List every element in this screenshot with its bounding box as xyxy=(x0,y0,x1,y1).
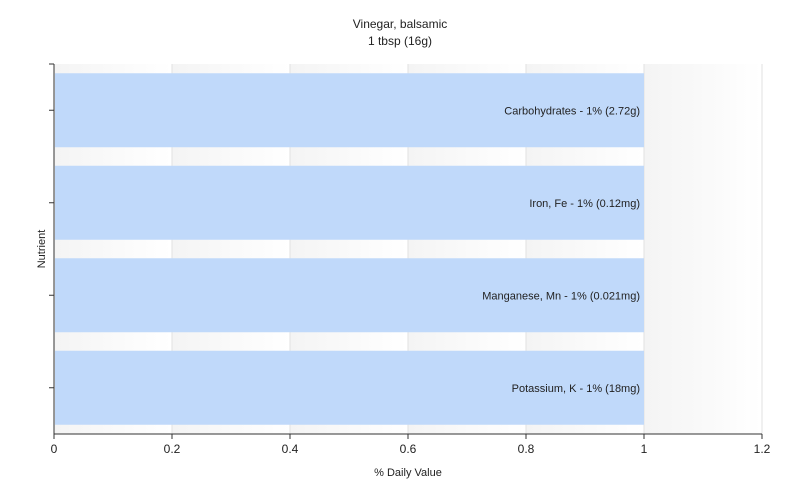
bar-label: Potassium, K - 1% (18mg) xyxy=(512,383,640,395)
x-axis-label: % Daily Value xyxy=(374,467,442,479)
x-tick-label: 1.2 xyxy=(754,442,771,456)
ticks: 0 0.2 0.4 0.6 0.8 1 1.2 xyxy=(49,63,771,456)
x-tick-label: 0.8 xyxy=(518,442,535,456)
x-tick-label: 0.6 xyxy=(400,442,417,456)
x-tick-label: 1 xyxy=(641,442,648,456)
x-tick-label: 0 xyxy=(51,442,58,456)
y-axis-label: Nutrient xyxy=(36,230,48,269)
bar xyxy=(55,73,644,148)
chart-title: Vinegar, balsamic xyxy=(353,17,448,31)
bars: Carbohydrates - 1% (2.72g) Iron, Fe - 1% … xyxy=(55,73,644,425)
chart-subtitle: 1 tbsp (16g) xyxy=(368,34,432,48)
bar xyxy=(55,165,644,240)
bar-label: Carbohydrates - 1% (2.72g) xyxy=(504,105,640,117)
bar-label: Manganese, Mn - 1% (0.021mg) xyxy=(482,290,640,302)
x-tick-label: 0.2 xyxy=(164,442,181,456)
bar xyxy=(55,350,644,425)
bar-label: Iron, Fe - 1% (0.12mg) xyxy=(529,198,640,210)
bar xyxy=(55,258,644,333)
plot-band xyxy=(644,64,762,434)
x-tick-label: 0.4 xyxy=(282,442,299,456)
